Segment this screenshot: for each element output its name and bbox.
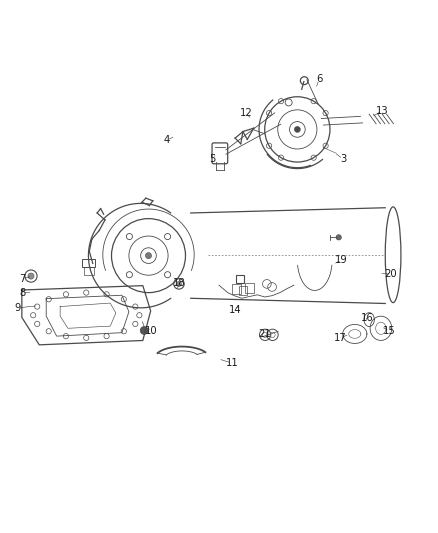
Text: 6: 6: [316, 75, 322, 84]
Text: 10: 10: [145, 326, 158, 336]
Text: 14: 14: [229, 305, 242, 315]
Circle shape: [177, 281, 182, 287]
Text: 8: 8: [19, 288, 25, 297]
Circle shape: [336, 235, 341, 240]
Bar: [239, 286, 247, 295]
Text: 5: 5: [209, 154, 215, 164]
Bar: [82, 259, 95, 266]
Text: 15: 15: [383, 326, 396, 336]
Circle shape: [294, 126, 300, 133]
Text: 16: 16: [360, 313, 373, 323]
Text: 4: 4: [164, 135, 170, 146]
Text: 7: 7: [19, 273, 25, 284]
Text: 13: 13: [376, 106, 389, 116]
Text: 3: 3: [340, 154, 346, 164]
Text: 17: 17: [334, 333, 346, 343]
Circle shape: [145, 253, 152, 259]
Text: 19: 19: [336, 255, 348, 265]
Text: 18: 18: [173, 278, 185, 288]
Bar: [232, 284, 241, 294]
Text: 11: 11: [226, 358, 238, 368]
Text: 21: 21: [258, 329, 271, 339]
Text: 12: 12: [240, 108, 252, 118]
Text: 9: 9: [15, 303, 21, 313]
Text: 20: 20: [385, 269, 397, 279]
Bar: [245, 284, 254, 293]
Circle shape: [140, 327, 148, 334]
Bar: [84, 268, 94, 275]
Circle shape: [28, 273, 34, 279]
Bar: [236, 275, 244, 284]
